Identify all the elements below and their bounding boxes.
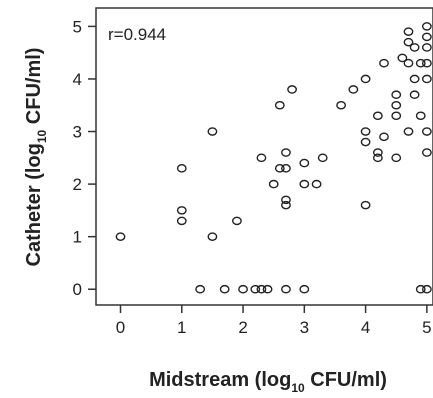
- data-point: [268, 179, 279, 189]
- data-point: [421, 148, 432, 157]
- x-tick-label: 1: [177, 318, 186, 337]
- x-axis-title-prefix: Midstream (log: [149, 369, 291, 391]
- data-point: [391, 90, 402, 100]
- data-point: [391, 153, 402, 163]
- data-point: [262, 284, 273, 294]
- data-point: [281, 164, 291, 173]
- data-point: [274, 164, 285, 173]
- y-tick-label: 0: [73, 280, 82, 299]
- data-point: [397, 53, 408, 63]
- data-point: [415, 111, 426, 121]
- data-point: [256, 153, 267, 163]
- data-point: [176, 164, 187, 173]
- data-point: [360, 127, 371, 136]
- x-tick-label: 4: [361, 318, 370, 337]
- x-axis: 0 1 2 3 4 5: [116, 305, 432, 337]
- correlation-annotation: r=0.944: [108, 25, 166, 44]
- x-axis-title: Midstream (log10 CFU/ml): [149, 369, 387, 395]
- y-tick-label: 4: [73, 70, 82, 89]
- data-point: [287, 85, 297, 94]
- data-point: [379, 132, 389, 142]
- data-point: [311, 179, 322, 189]
- data-point: [299, 284, 310, 294]
- y-axis-title: Catheter (log10 CFU/ml): [23, 48, 49, 267]
- data-point: [403, 37, 414, 47]
- data-point: [421, 74, 432, 84]
- y-axis-title-subscript: 10: [35, 129, 49, 143]
- data-point: [421, 22, 432, 31]
- data-point: [281, 200, 291, 210]
- data-point: [176, 206, 187, 215]
- y-tick-label: 5: [73, 17, 82, 36]
- data-point: [403, 27, 414, 36]
- data-point: [415, 58, 426, 68]
- data-point: [421, 32, 432, 42]
- data-point: [403, 127, 414, 136]
- data-point: [409, 74, 420, 84]
- data-point: [372, 148, 383, 157]
- data-point: [415, 284, 426, 294]
- data-point: [379, 58, 389, 68]
- data-point: [281, 148, 291, 157]
- data-point: [403, 58, 414, 68]
- x-tick-label: 3: [300, 318, 309, 337]
- data-point: [391, 100, 402, 110]
- data-point: [219, 284, 230, 294]
- plot-frame: [95, 7, 433, 306]
- data-point: [409, 43, 420, 52]
- data-point: [256, 284, 267, 294]
- data-point: [360, 137, 371, 147]
- data-point: [360, 74, 371, 84]
- data-point: [281, 195, 291, 205]
- y-tick-label: 2: [73, 175, 82, 194]
- data-point: [336, 100, 346, 110]
- x-tick-label: 2: [238, 318, 247, 337]
- data-point: [281, 284, 291, 294]
- data-point: [421, 127, 432, 136]
- x-axis-title-suffix: CFU/ml): [305, 369, 387, 391]
- data-point: [409, 90, 420, 100]
- data-point: [421, 58, 432, 68]
- data-point: [421, 284, 432, 294]
- data-point: [250, 284, 261, 294]
- data-point: [299, 179, 310, 189]
- data-point: [317, 153, 328, 163]
- data-points: [115, 22, 432, 294]
- data-point: [299, 158, 310, 168]
- x-tick-label: 0: [116, 318, 125, 337]
- x-tick-label: 5: [422, 318, 431, 337]
- data-point: [195, 284, 206, 294]
- data-point: [176, 216, 187, 226]
- data-point: [274, 100, 285, 110]
- data-point: [207, 127, 218, 136]
- data-point: [360, 200, 371, 210]
- data-point: [207, 232, 218, 241]
- data-point: [238, 284, 248, 294]
- data-point: [421, 43, 432, 52]
- data-point: [348, 85, 359, 94]
- x-axis-title-subscript: 10: [291, 381, 305, 395]
- data-point: [115, 232, 126, 241]
- data-point: [391, 111, 402, 121]
- data-point: [372, 153, 383, 163]
- y-tick-label: 3: [73, 123, 82, 142]
- y-axis: 0 1 2 3 4 5: [73, 17, 96, 299]
- y-axis-title-suffix: CFU/ml): [23, 48, 45, 130]
- y-axis-title-prefix: Catheter (log: [23, 143, 45, 266]
- data-point: [232, 216, 242, 226]
- data-point: [372, 111, 383, 121]
- y-tick-label: 1: [73, 228, 82, 247]
